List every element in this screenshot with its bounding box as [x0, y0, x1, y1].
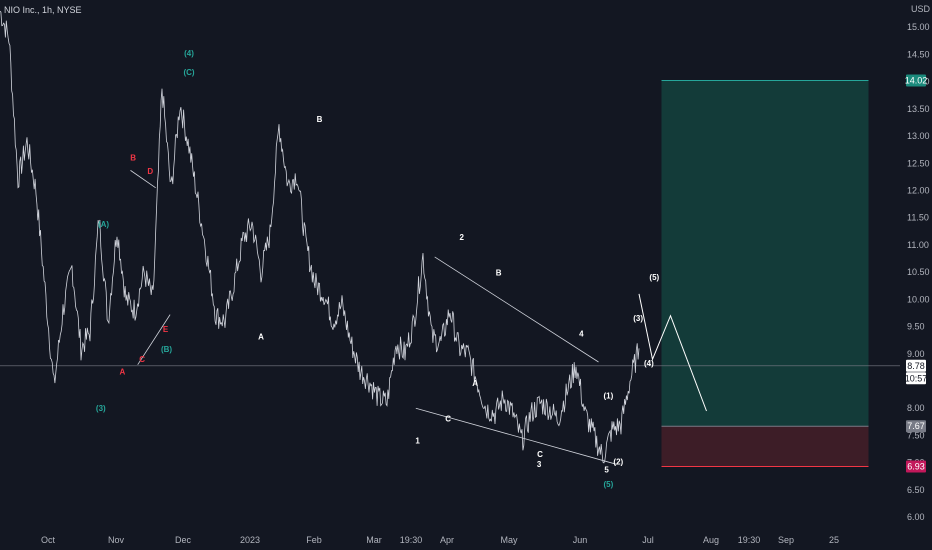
wave-label: C: [139, 355, 145, 364]
y-tick-label: 11.50: [907, 213, 929, 223]
x-tick-label: 19:30: [738, 535, 761, 545]
wave-label: D: [147, 167, 153, 176]
x-tick-label: Oct: [41, 535, 56, 545]
trendline: [137, 314, 171, 365]
price-badge-label: 7.67: [907, 421, 925, 431]
wave-label: 1: [415, 437, 420, 446]
wave-label: B: [317, 115, 323, 124]
wave-label: (3): [96, 404, 106, 413]
trendline: [434, 256, 599, 363]
profit-zone: [661, 80, 869, 427]
wave-label: (5): [649, 273, 659, 282]
wave-label: (5): [604, 480, 614, 489]
wave-label: C: [445, 414, 451, 423]
x-tick-label: Nov: [108, 535, 125, 545]
y-tick-label: 7.50: [907, 430, 925, 440]
y-tick-label: 6.00: [907, 512, 925, 522]
x-axis[interactable]: Oct Nov Dec 2023 Feb Mar 19:30 Apr May Jun Jul Aug 1…: [41, 535, 839, 545]
trendline: [415, 407, 617, 465]
wave-label: (3): [633, 314, 643, 323]
wave-label: (A): [98, 220, 109, 229]
wave-label: A: [120, 367, 126, 376]
y-tick-label: 14.50: [907, 49, 930, 59]
wave-label: (4): [184, 49, 194, 58]
wave-labels: (4)(C)(A)(B)(3)(5)BDECAABC12BA4C35(1)(2)…: [96, 49, 660, 489]
x-tick-label: Apr: [440, 535, 454, 545]
loss-zone: [661, 426, 869, 467]
wave-label: A: [472, 379, 478, 388]
y-tick-label: 10.50: [907, 267, 930, 277]
wave-label: (2): [613, 457, 623, 466]
y-tick-label: 15.00: [907, 22, 930, 32]
wave-label: B: [496, 268, 502, 277]
wave-label: B: [130, 154, 136, 163]
price-badge-label: 8.78: [907, 361, 925, 371]
wave-label: 3: [537, 460, 542, 469]
projection-line: [638, 293, 707, 412]
symbol-title[interactable]: NIO Inc., 1h, NYSE: [4, 5, 82, 15]
wave-label: 2: [459, 233, 464, 242]
y-tick-label: 10.00: [907, 294, 930, 304]
wave-label: (B): [161, 345, 172, 354]
price-badges: 14.02 8.78 10:57 7.67 6.93: [905, 74, 928, 473]
trendline: [130, 170, 156, 189]
price-badge: [906, 74, 926, 87]
y-tick-label: 12.50: [907, 158, 930, 168]
price-badge: [906, 359, 926, 372]
wave-label: (C): [183, 68, 194, 77]
x-tick-label: Mar: [366, 535, 382, 545]
price-line: [0, 10, 640, 464]
price-badge: [906, 420, 926, 433]
trade-zones: [661, 80, 869, 467]
x-tick-label: Aug: [703, 535, 719, 545]
y-tick-label: 9.50: [907, 322, 925, 332]
x-tick-label: May: [500, 535, 518, 545]
wave-label: 4: [579, 329, 584, 338]
x-tick-label: 19:30: [400, 535, 423, 545]
y-tick-label: 12.00: [907, 186, 930, 196]
wave-label: (1): [604, 391, 614, 400]
wave-label: (4): [644, 359, 654, 368]
price-badge: [906, 460, 926, 473]
trendlines: [130, 170, 617, 465]
x-tick-label: Sep: [778, 535, 794, 545]
y-tick-label: 8.00: [907, 403, 925, 413]
currency-label: USD: [911, 4, 931, 14]
y-tick-label: 6.50: [907, 485, 925, 495]
wave-label: C: [537, 450, 543, 459]
x-tick-label: Jun: [573, 535, 588, 545]
y-tick-label: 11.00: [907, 240, 929, 250]
wave-label: E: [163, 325, 169, 334]
x-tick-label: 2023: [240, 535, 260, 545]
price-badge-label: 10:57: [905, 373, 928, 383]
x-tick-label: 25: [829, 535, 839, 545]
x-tick-label: Jul: [642, 535, 654, 545]
price-badge-label: 6.93: [907, 461, 925, 471]
x-tick-label: Dec: [175, 535, 192, 545]
price-badge-label: 14.02: [905, 76, 928, 86]
price-badge: [906, 372, 926, 385]
price-series: [0, 10, 707, 464]
y-tick-label: 13.50: [907, 104, 930, 114]
wave-label: 5: [604, 465, 609, 474]
x-tick-label: Feb: [306, 535, 322, 545]
y-tick-label: 13.00: [907, 131, 930, 141]
y-tick-label: 9.00: [907, 349, 925, 359]
wave-label: A: [258, 333, 264, 342]
